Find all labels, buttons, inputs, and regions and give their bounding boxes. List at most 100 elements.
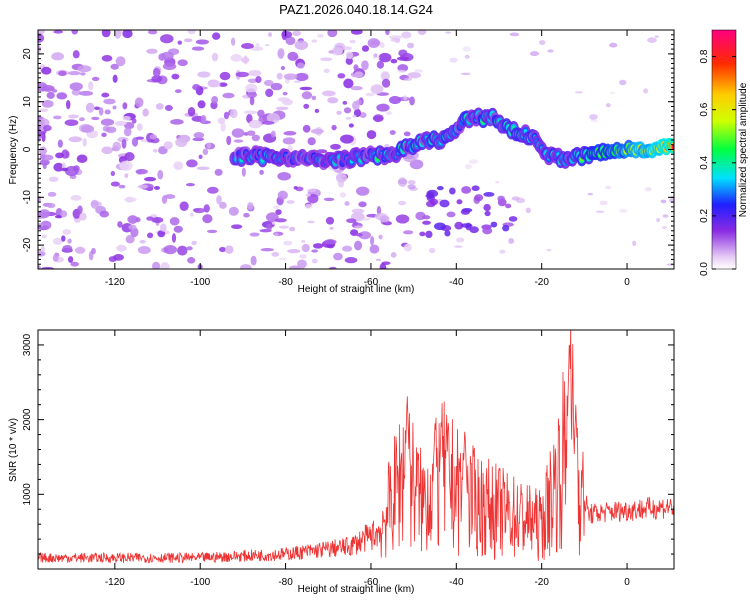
colorbar: 0.0 0.2 0.4 0.6 0.8 Normalized spectral ampl… bbox=[699, 29, 749, 276]
spectrogram-cell bbox=[179, 201, 189, 212]
spectrogram-cell bbox=[76, 154, 88, 163]
spectrogram-cell bbox=[38, 33, 45, 43]
spectrogram-cell bbox=[206, 142, 212, 149]
spectrogram-cell bbox=[509, 32, 520, 37]
spectrogram-cell bbox=[101, 54, 113, 62]
spectrogram-cell bbox=[275, 209, 282, 216]
spectrogram-cell bbox=[260, 248, 274, 252]
spectrogram-cell bbox=[214, 168, 223, 176]
y-tick-label: -20 bbox=[22, 237, 33, 252]
spectrogram-cell bbox=[354, 225, 363, 229]
spectrogram-cell bbox=[161, 51, 174, 60]
spectrogram-cell bbox=[240, 264, 252, 269]
spectrogram-cell bbox=[249, 96, 255, 106]
snr-y-ticks: 1000 2000 3000 bbox=[22, 329, 674, 555]
spectrogram-cell bbox=[323, 197, 335, 202]
spectrogram-cell bbox=[38, 251, 46, 257]
spectrogram-cell bbox=[152, 67, 161, 78]
snr-y-label: SNR (10 * v/v) bbox=[8, 418, 19, 482]
spectrogram-cell bbox=[301, 243, 310, 253]
spectrogram-cell bbox=[249, 232, 260, 237]
spectrogram-cell bbox=[91, 247, 96, 255]
spectrogram-cell bbox=[118, 184, 126, 189]
spectrogram-cell bbox=[328, 266, 337, 269]
spectrogram-cell bbox=[149, 134, 158, 140]
snr-panel: -120 -100 -80 -60 -40 -20 0 1000 2000 3000 Heigh… bbox=[8, 329, 675, 595]
spectrogram-cell bbox=[38, 209, 51, 219]
spectrogram-cell bbox=[282, 137, 296, 145]
spectrogram-cell bbox=[277, 97, 290, 102]
y-tick-label: 10 bbox=[22, 96, 33, 108]
spectrogram-cell bbox=[320, 57, 333, 62]
spectrogram-cell bbox=[41, 66, 52, 75]
spectrogram-cell bbox=[301, 91, 313, 100]
spectrogram-y-label: Frequency (Hz) bbox=[8, 116, 19, 185]
spectrogram-cell bbox=[216, 195, 222, 205]
spectrogram-cell bbox=[64, 166, 79, 177]
spectrogram-cell bbox=[122, 115, 131, 121]
spectrogram-cell bbox=[406, 42, 415, 49]
spectrogram-cell bbox=[192, 137, 205, 142]
spectrogram-cell bbox=[376, 60, 385, 69]
spectrogram-cell bbox=[289, 226, 296, 232]
spectrogram-cell bbox=[647, 37, 657, 44]
spectrogram-cell bbox=[220, 122, 226, 132]
spectrogram-cell bbox=[101, 132, 107, 137]
spectrogram-cell bbox=[195, 39, 209, 45]
spectrogram-cell bbox=[226, 135, 232, 146]
spectrogram-cell bbox=[483, 203, 491, 212]
spectrogram-cell bbox=[67, 256, 74, 263]
spectrogram-cell bbox=[397, 200, 407, 206]
spectrogram-cell bbox=[251, 134, 261, 142]
spectrogram-cell bbox=[135, 168, 148, 175]
spectrogram-cell bbox=[151, 75, 163, 83]
spectrogram-cell bbox=[247, 78, 258, 83]
spectrogram-cell bbox=[229, 108, 238, 119]
spectrogram-cell bbox=[482, 227, 493, 235]
x-tick-label: 0 bbox=[624, 277, 630, 288]
spectrogram-cell bbox=[137, 246, 151, 255]
spectrogram-cell bbox=[219, 201, 227, 209]
spectrogram-cell bbox=[429, 198, 439, 206]
spectrogram-cell bbox=[365, 92, 375, 97]
spectrogram-cell bbox=[287, 51, 299, 61]
x-tick-label: -80 bbox=[278, 277, 293, 288]
spectrogram-cell bbox=[295, 72, 309, 82]
spectrogram-cell bbox=[163, 245, 178, 255]
spectrogram-cell bbox=[231, 224, 243, 230]
spectrogram-cell bbox=[484, 210, 491, 217]
spectrogram-cell bbox=[193, 132, 205, 139]
y-tick-label: 2000 bbox=[22, 408, 33, 431]
spectrogram-cell bbox=[428, 248, 436, 254]
spectrogram-cell bbox=[605, 185, 612, 190]
spectrogram-cell bbox=[127, 215, 139, 224]
spectrogram-cell bbox=[72, 50, 80, 59]
spectrogram-cell bbox=[257, 109, 265, 118]
spectrogram-cell bbox=[370, 40, 381, 46]
y-tick-label: -10 bbox=[22, 190, 33, 205]
spectrogram-cell bbox=[311, 249, 319, 253]
spectrogram-cell bbox=[159, 34, 174, 44]
spectrogram-cell bbox=[460, 72, 471, 76]
spectrogram-cell bbox=[381, 78, 391, 88]
spectrogram-cell bbox=[142, 108, 149, 117]
spectrogram-cell bbox=[77, 205, 83, 214]
chart-title: PAZ1.2026.040.18.14.G24 bbox=[279, 2, 433, 17]
spectrogram-cell bbox=[163, 141, 173, 150]
spectrogram-cell bbox=[91, 116, 100, 121]
spectrogram-cell bbox=[41, 266, 54, 269]
spectrogram-cell bbox=[53, 30, 64, 34]
spectrogram-cell bbox=[340, 134, 354, 144]
spectrogram-cell bbox=[311, 95, 317, 101]
spectrogram-cell bbox=[277, 171, 291, 181]
spectrogram-cell bbox=[74, 246, 86, 254]
spectrogram-cell bbox=[197, 71, 211, 78]
spectrogram-cell bbox=[128, 224, 137, 230]
spectrogram-cell bbox=[355, 99, 362, 106]
spectrogram-cell bbox=[446, 211, 456, 218]
spectrogram-cell bbox=[464, 54, 470, 59]
spectrogram-cell bbox=[325, 216, 335, 225]
spectrogram-cell bbox=[235, 71, 249, 78]
spectrogram-cell bbox=[177, 245, 188, 256]
spectrogram-cell bbox=[358, 231, 372, 240]
